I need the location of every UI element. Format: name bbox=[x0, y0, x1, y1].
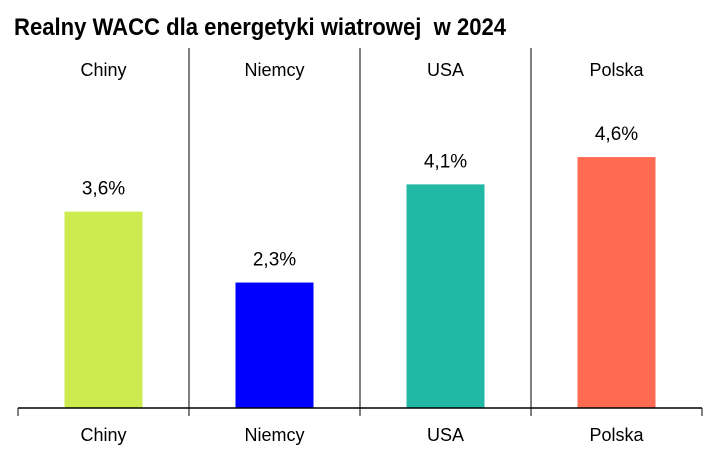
header-category-label: Chiny bbox=[80, 60, 126, 80]
value-label: 4,1% bbox=[424, 151, 467, 172]
header-category-label: Niemcy bbox=[244, 60, 304, 80]
bars bbox=[64, 157, 656, 408]
panel-separators bbox=[188, 48, 532, 416]
header-category-label: USA bbox=[427, 60, 464, 80]
bar bbox=[406, 184, 485, 408]
bar bbox=[64, 211, 143, 408]
bar bbox=[235, 282, 314, 408]
value-label: 2,3% bbox=[253, 250, 296, 271]
value-label: 3,6% bbox=[82, 179, 125, 200]
chart-title: Realny WACC dla energetyki wiatrowej w 2… bbox=[14, 14, 507, 41]
bar bbox=[577, 157, 656, 408]
x-tick-label: Chiny bbox=[80, 425, 126, 445]
header-category-labels: Chiny Niemcy USA Polska bbox=[80, 60, 644, 80]
x-tick-label: Niemcy bbox=[244, 425, 304, 445]
header-category-label: Polska bbox=[589, 60, 644, 80]
x-axis-tick-labels: Chiny Niemcy USA Polska bbox=[80, 425, 644, 445]
x-axis bbox=[17, 407, 703, 416]
value-labels: 3,6% 2,3% 4,1% 4,6% bbox=[82, 124, 638, 270]
x-tick-label: USA bbox=[427, 425, 464, 445]
x-tick-label: Polska bbox=[589, 425, 644, 445]
value-label: 4,6% bbox=[595, 124, 638, 145]
